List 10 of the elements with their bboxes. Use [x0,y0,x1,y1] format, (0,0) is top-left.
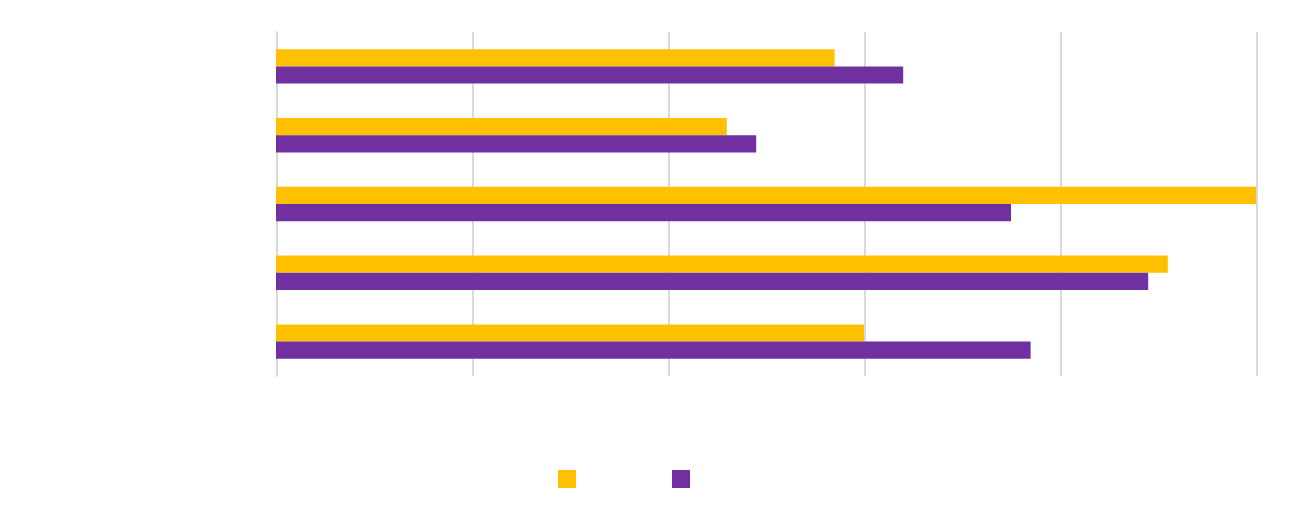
bar [276,135,757,153]
bar [276,186,1256,204]
bar [276,341,1031,359]
bar [276,66,904,84]
bar [276,272,1149,290]
bar [276,118,727,136]
bar [276,324,864,342]
bar [276,49,835,67]
bar [276,255,1168,273]
bar [276,204,1011,222]
